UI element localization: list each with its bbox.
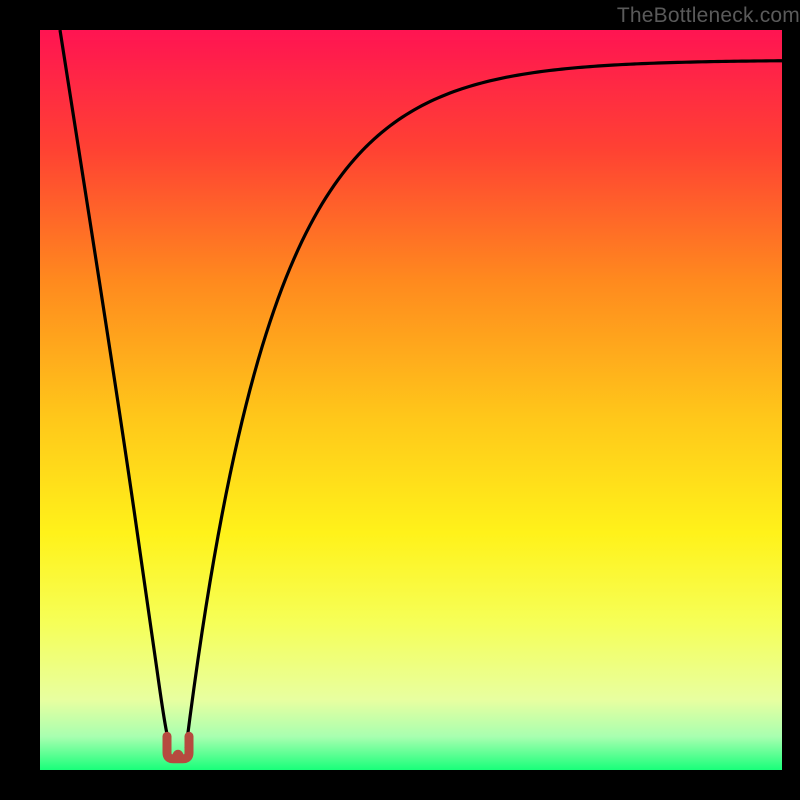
watermark-text: TheBottleneck.com	[617, 4, 800, 28]
plot-area	[40, 30, 782, 770]
chart-svg	[0, 0, 800, 800]
chart-root: TheBottleneck.com	[0, 0, 800, 800]
